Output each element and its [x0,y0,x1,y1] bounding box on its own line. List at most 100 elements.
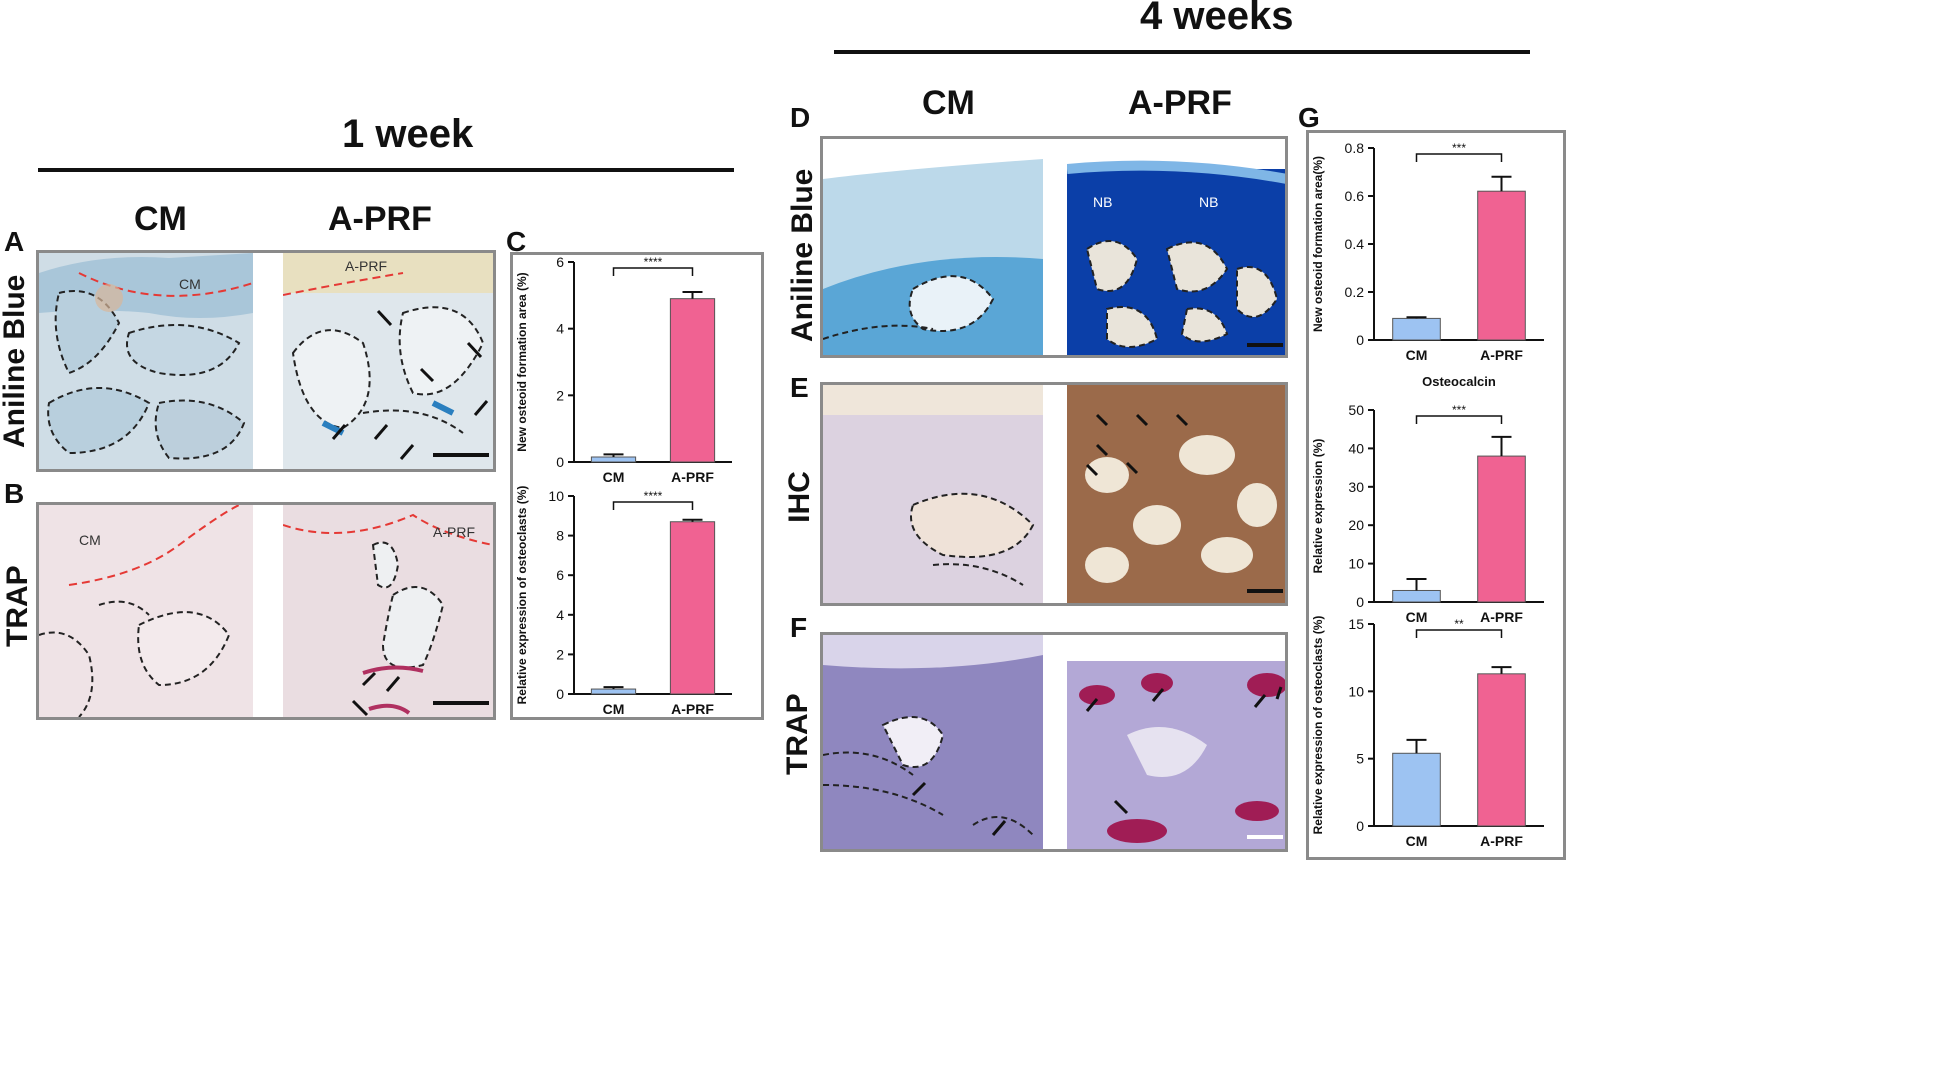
row-label-aniline-week4: Aniline Blue [786,168,819,342]
panel-a-aprf-image: A-PRF [283,253,493,469]
G-bottom-bar-a-prf [1477,673,1526,827]
C-top-xtick-label-cm: CM [603,469,625,482]
G-top-bar-a-prf [1477,190,1526,341]
G-top-bar-cm [1392,317,1441,341]
chart-c-top: 0 2 4 6 New osteoid formation area (%) CM A-PR… [515,254,732,482]
panel-letter-c: C [506,226,527,257]
panel-d-frame: NB NB [820,136,1288,358]
C-top-ylabel: New osteoid formation area (%) [515,272,529,451]
G-mid-ytick-label-0: 0 [1356,594,1364,610]
G-top-ytick-label-1: 0.2 [1345,284,1365,300]
G-mid-ytick-label-2: 20 [1348,517,1364,533]
C-bottom-ytick-label-5: 10 [548,488,564,504]
G-bottom-ytick-label-2: 10 [1348,683,1364,699]
G-mid-ytick-label-4: 40 [1348,440,1364,456]
panel-f-cm-image [823,635,1043,849]
G-mid-ylabel: Relative expression (%) [1311,439,1325,574]
G-top-ytick-label-3: 0.6 [1345,188,1365,204]
C-top-sig-bracket [612,267,694,276]
G-bottom-ytick-label-1: 5 [1356,751,1364,767]
G-top-ytick-label-2: 0.4 [1345,236,1365,252]
panel-b-aprf-label: A-PRF [433,524,475,540]
chart-g-bottom: 0 5 10 15 Relative expression of osteoclasts… [1311,616,1544,849]
C-bottom-ytick-label-3: 6 [556,567,564,583]
panel-a-cm-label: CM [179,276,201,292]
panel-letter-a: A [4,226,25,257]
G-mid-sig-label: *** [1452,403,1466,417]
G-mid-ytick-label-5: 50 [1348,402,1364,418]
C-bottom-xtick-label-cm: CM [603,701,625,717]
panel-e-aprf-image [1067,385,1285,603]
panel-b-cm-image: CM [39,505,253,717]
G-bottom-xtick-label-cm: CM [1406,833,1428,849]
G-bottom-ytick-label-0: 0 [1356,818,1364,834]
panel-b-aprf-image: A-PRF [283,505,493,717]
G-bottom-bar-cm [1392,752,1441,827]
row-label-trap-week1: TRAP [1,565,34,647]
C-top-xtick-label-a-prf: A-PRF [671,469,714,482]
C-bottom-xtick-label-a-prf: A-PRF [671,701,714,717]
C-bottom-ytick-label-0: 0 [556,686,564,702]
week4-header: 4 weeks [1140,0,1294,38]
C-top-ytick-label-3: 6 [556,254,564,270]
week4-divider [834,50,1530,54]
G-top-ytick-label-0: 0 [1356,332,1364,348]
G-top-xtick-label-cm: CM [1406,347,1428,363]
C-top-ytick-label-0: 0 [556,454,564,470]
G-mid-xtick-label-a-prf: A-PRF [1480,609,1523,625]
G-mid-sig-bracket [1415,415,1503,424]
panel-d-cm-image [823,139,1043,355]
panel-b-cm-label: CM [79,532,101,548]
week1-divider [38,168,734,172]
G-mid-bar-a-prf [1477,455,1526,603]
C-bottom-ylabel: Relative expression of osteoclasts (%) [515,486,529,704]
panel-f-aprf-image [1067,635,1285,849]
G-mid-xtick-label-cm: CM [1406,609,1428,625]
col-cm-week1: CM [134,200,187,238]
panel-b-frame: CM A-PRF [36,502,496,720]
C-top-ytick-label-2: 4 [556,321,564,337]
col-cm-week4: CM [922,84,975,122]
panel-d-nb-label-2: NB [1199,194,1218,210]
panel-letter-e: E [790,372,809,403]
C-top-bar-a-prf [669,298,716,463]
C-top-bar-cm [590,456,637,463]
C-bottom-sig-bracket [612,501,694,510]
row-label-ihc-week4: IHC [783,471,816,523]
col-aprf-week1: A-PRF [328,200,432,238]
chart-g-mid: 0 10 20 30 40 50 Relative expression (%) Osteoc… [1311,374,1544,625]
chart-c-bottom: 0 2 4 6 8 10 Relative expression of osteoclast… [515,486,732,717]
C-bottom-bar-cm [590,688,637,695]
C-bottom-sig-label: **** [644,489,663,503]
chart-g-top: 0 0.2 0.4 0.6 0.8 New osteoid formation area(… [1311,140,1544,363]
C-bottom-ytick-label-4: 8 [556,528,564,544]
G-top-ylabel: New osteoid formation area(%) [1311,156,1325,332]
G-bottom-sig-label: ** [1454,617,1464,631]
col-aprf-week4: A-PRF [1128,84,1232,122]
G-bottom-sig-bracket [1415,629,1503,638]
C-top-sig-label: **** [644,255,663,269]
G-mid-ytick-label-1: 10 [1348,556,1364,572]
G-top-sig-bracket [1415,153,1503,162]
G-top-ytick-label-4: 0.8 [1345,140,1365,156]
G-mid-title: Osteocalcin [1422,374,1496,389]
C-bottom-ytick-label-1: 2 [556,646,564,662]
panel-d-nb-label-1: NB [1093,194,1112,210]
panel-letter-b: B [4,478,25,509]
panel-f-frame [820,632,1288,852]
G-bottom-xtick-label-a-prf: A-PRF [1480,833,1523,849]
row-label-trap-week4: TRAP [781,693,814,775]
C-bottom-bar-a-prf [669,521,716,695]
C-top-ytick-label-1: 2 [556,387,564,403]
C-bottom-ytick-label-2: 4 [556,607,564,623]
row-label-aniline-week1: Aniline Blue [0,274,31,448]
G-mid-ytick-label-3: 30 [1348,479,1364,495]
panel-a-cm-image: CM [39,253,253,469]
G-top-xtick-label-a-prf: A-PRF [1480,347,1523,363]
panel-letter-d: D [790,102,811,133]
week1-header: 1 week [342,112,474,156]
G-bottom-ylabel: Relative expression of osteoclasts (%) [1311,616,1325,835]
panel-a-aprf-label: A-PRF [345,258,387,274]
G-mid-bar-cm [1392,589,1441,603]
panel-c-frame [510,252,764,720]
